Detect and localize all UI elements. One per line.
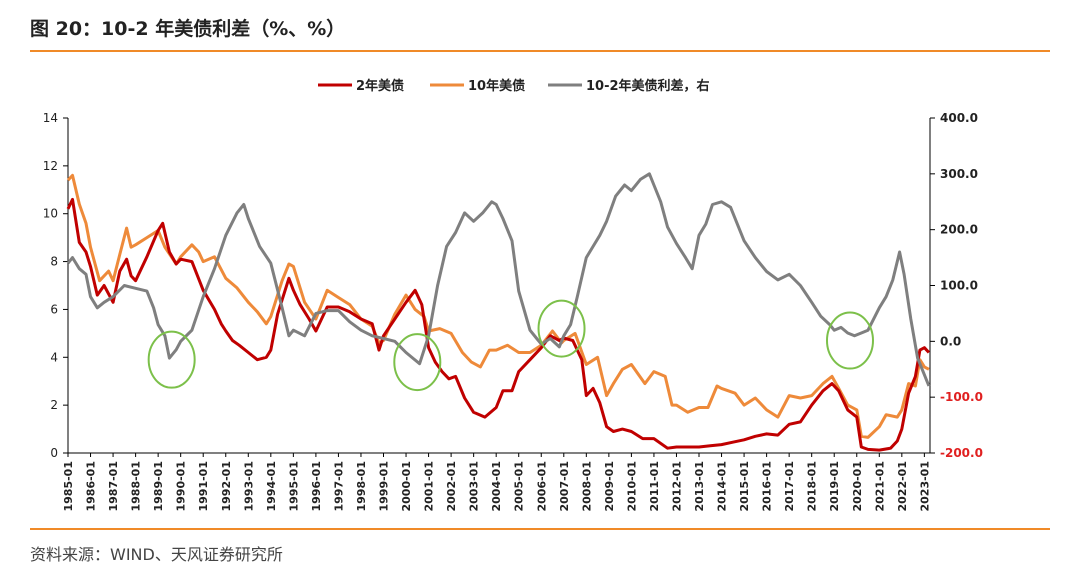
highlight-ellipse — [393, 333, 442, 392]
x-tick-label: 2002-01 — [445, 461, 458, 512]
x-tick-label: 2014-01 — [716, 461, 729, 512]
series-line — [66, 197, 930, 452]
left-tick-label: 4 — [50, 350, 58, 364]
right-tick-label: 200.0 — [940, 223, 978, 237]
right-tick-label: 400.0 — [940, 111, 978, 125]
x-tick-label: 1986-01 — [85, 461, 98, 512]
series-line — [66, 172, 931, 387]
x-tick-label: 2000-01 — [400, 461, 413, 512]
chart-title: 图 20：10-2 年美债利差（%、%） — [30, 18, 346, 40]
right-tick-label: -100.0 — [940, 390, 983, 404]
x-tick-label: 2016-01 — [761, 461, 774, 512]
x-tick-label: 2020-01 — [851, 461, 864, 512]
x-tick-label: 1996-01 — [310, 461, 323, 512]
legend-label: 10年美债 — [468, 78, 525, 94]
x-tick-label: 1999-01 — [378, 461, 391, 512]
right-tick-label: 300.0 — [940, 167, 978, 181]
x-tick-label: 2013-01 — [693, 461, 706, 512]
top-rule — [30, 50, 1050, 52]
x-tick-label: 1989-01 — [152, 461, 165, 512]
left-tick-label: 6 — [50, 302, 58, 316]
left-tick-label: 10 — [43, 207, 58, 221]
right-tick-label: 100.0 — [940, 279, 978, 293]
x-tick-label: 2021-01 — [873, 461, 886, 512]
x-tick-label: 1993-01 — [242, 461, 255, 512]
line-chart: 2年美债 10年美债 10-2年美债利差，右 0 2 4 6 8 10 12 14 -200.0 -1… — [43, 78, 983, 512]
source-note: 资料来源：WIND、天风证券研究所 — [30, 545, 283, 564]
x-tick-label: 1995-01 — [287, 461, 300, 512]
x-tick-label: 2018-01 — [806, 461, 819, 512]
x-tick-label: 1998-01 — [355, 461, 368, 512]
x-tick-label: 2022-01 — [896, 461, 909, 512]
x-tick-label: 2012-01 — [670, 461, 683, 512]
x-tick-label: 2019-01 — [828, 461, 841, 512]
x-tick-label: 2023-01 — [918, 461, 931, 512]
x-tick-label: 1987-01 — [107, 461, 120, 512]
bottom-rule — [30, 528, 1050, 530]
chart-series — [66, 172, 931, 452]
chart-legend: 2年美债 10年美债 10-2年美债利差，右 — [318, 78, 710, 94]
x-tick-label: 1990-01 — [175, 461, 188, 512]
chart-annotations — [147, 299, 874, 392]
legend-label: 10-2年美债利差，右 — [586, 78, 710, 94]
x-tick-label: 1991-01 — [197, 461, 210, 512]
x-tick-label: 2006-01 — [535, 461, 548, 512]
left-tick-label: 8 — [50, 255, 58, 269]
x-tick-label: 1985-01 — [62, 461, 75, 512]
x-tick-label: 2010-01 — [625, 461, 638, 512]
x-tick-label: 2005-01 — [513, 461, 526, 512]
x-tick-label: 2007-01 — [558, 461, 571, 512]
x-tick-label: 2017-01 — [783, 461, 796, 512]
left-tick-label: 14 — [43, 111, 58, 125]
x-tick-label: 1994-01 — [265, 461, 278, 512]
legend-label: 2年美债 — [356, 78, 404, 94]
x-tick-label: 1988-01 — [130, 461, 143, 512]
right-tick-label: 0.0 — [940, 334, 961, 348]
chart-axes: 0 2 4 6 8 10 12 14 -200.0 -100.0 0.0 100.0 200.0 300.… — [43, 111, 983, 512]
left-tick-label: 0 — [50, 446, 58, 460]
left-tick-label: 12 — [43, 159, 58, 173]
x-tick-label: 2009-01 — [603, 461, 616, 512]
x-tick-label: 1992-01 — [220, 461, 233, 512]
highlight-ellipse — [147, 330, 196, 389]
left-tick-label: 2 — [50, 398, 58, 412]
x-tick-label: 2008-01 — [580, 461, 593, 512]
series-line — [66, 173, 930, 439]
right-tick-label: -200.0 — [940, 446, 983, 460]
x-tick-label: 2011-01 — [648, 461, 661, 512]
x-tick-label: 2003-01 — [468, 461, 481, 512]
x-tick-label: 2001-01 — [423, 461, 436, 512]
x-tick-label: 2015-01 — [738, 461, 751, 512]
highlight-ellipse — [537, 299, 586, 358]
x-tick-label: 1997-01 — [332, 461, 345, 512]
highlight-ellipse — [825, 311, 874, 370]
x-tick-label: 2004-01 — [490, 461, 503, 512]
